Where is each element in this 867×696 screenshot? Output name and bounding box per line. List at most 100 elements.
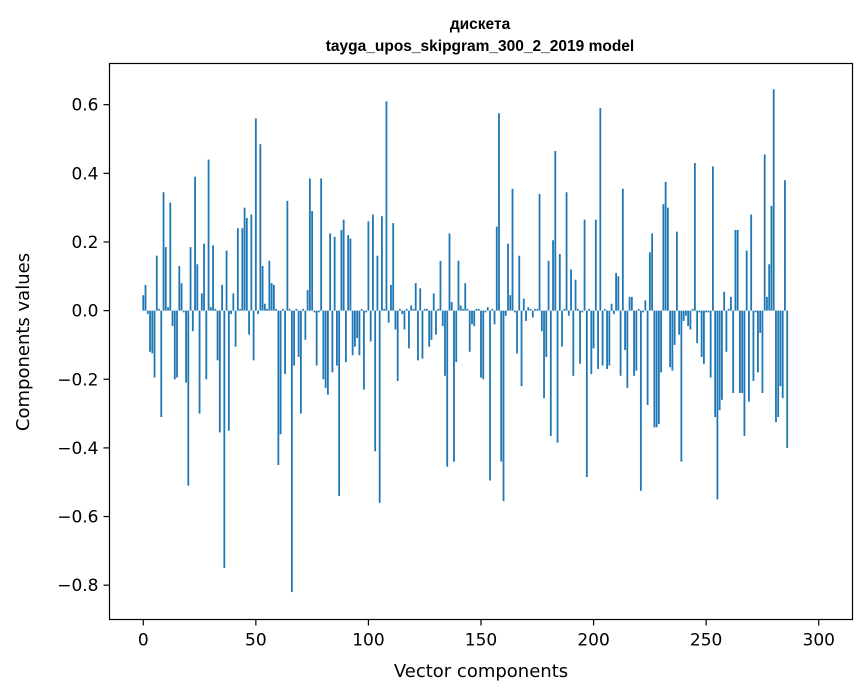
bar-279 bbox=[770, 205, 773, 311]
bar-71 bbox=[302, 308, 305, 311]
bar-115 bbox=[401, 310, 404, 315]
bar-201 bbox=[594, 219, 597, 311]
bar-15 bbox=[176, 310, 178, 378]
bar-185 bbox=[558, 253, 561, 311]
bar-70 bbox=[299, 310, 302, 414]
bar-63 bbox=[284, 310, 287, 375]
bar-35 bbox=[221, 284, 223, 311]
bar-133 bbox=[441, 310, 444, 327]
bar-99 bbox=[365, 310, 368, 313]
x-tick-label: 250 bbox=[690, 631, 722, 651]
bar-177 bbox=[540, 310, 543, 332]
bar-236 bbox=[673, 310, 676, 345]
bar-255 bbox=[716, 310, 719, 500]
bar-13 bbox=[171, 310, 174, 327]
bar-218 bbox=[633, 310, 635, 376]
bar-129 bbox=[432, 293, 435, 311]
bar-118 bbox=[408, 310, 410, 349]
bar-95 bbox=[356, 310, 359, 339]
bar-241 bbox=[684, 310, 687, 316]
bar-212 bbox=[619, 310, 622, 376]
bar-11 bbox=[167, 307, 169, 311]
bar-106 bbox=[381, 216, 383, 311]
x-tick-label: 200 bbox=[577, 631, 609, 651]
bar-123 bbox=[419, 288, 422, 311]
x-tick-label: 300 bbox=[803, 631, 835, 651]
bar-44 bbox=[241, 228, 244, 311]
bar-47 bbox=[248, 310, 250, 335]
bar-96 bbox=[358, 310, 361, 356]
bar-110 bbox=[390, 284, 392, 311]
bar-228 bbox=[655, 310, 658, 428]
chart-title: дискета bbox=[450, 16, 511, 33]
bar-198 bbox=[588, 308, 590, 311]
bar-58 bbox=[272, 284, 275, 311]
bar-72 bbox=[304, 310, 307, 340]
bar-112 bbox=[394, 310, 397, 330]
bar-4 bbox=[151, 310, 154, 354]
bar-266 bbox=[741, 310, 744, 393]
bar-152 bbox=[484, 310, 487, 313]
bar-41 bbox=[234, 310, 237, 347]
bar-181 bbox=[549, 310, 552, 436]
bar-145 bbox=[468, 310, 471, 352]
bar-61 bbox=[279, 310, 282, 435]
bar-90 bbox=[345, 310, 347, 363]
bar-278 bbox=[768, 264, 771, 311]
y-tick-label: 0.4 bbox=[71, 164, 98, 184]
bar-3 bbox=[149, 310, 151, 352]
bar-22 bbox=[191, 310, 194, 332]
bar-37 bbox=[225, 250, 228, 311]
bar-147 bbox=[473, 310, 476, 327]
bar-85 bbox=[333, 236, 336, 311]
bar-46 bbox=[245, 217, 248, 311]
bar-161 bbox=[504, 310, 507, 316]
bar-125 bbox=[423, 308, 426, 311]
bar-56 bbox=[268, 260, 271, 311]
bar-172 bbox=[529, 308, 532, 311]
bar-276 bbox=[763, 154, 766, 311]
bar-270 bbox=[750, 214, 753, 311]
bar-127 bbox=[428, 310, 431, 347]
bar-209 bbox=[612, 310, 615, 315]
bar-242 bbox=[687, 310, 690, 327]
bar-83 bbox=[329, 233, 332, 311]
plot-area-frame bbox=[108, 62, 854, 621]
bar-42 bbox=[236, 228, 239, 311]
y-tick-label: −0.8 bbox=[57, 576, 98, 596]
bar-16 bbox=[178, 265, 181, 311]
bar-97 bbox=[360, 308, 363, 311]
bar-51 bbox=[257, 310, 259, 315]
bar-14 bbox=[173, 310, 176, 380]
bar-280 bbox=[772, 89, 775, 311]
bar-223 bbox=[644, 300, 647, 311]
bar-273 bbox=[757, 310, 759, 373]
bar-178 bbox=[543, 310, 545, 399]
bar-130 bbox=[435, 310, 437, 335]
bar-84 bbox=[331, 310, 334, 373]
bar-197 bbox=[585, 310, 588, 478]
bar-6 bbox=[155, 255, 158, 311]
bar-275 bbox=[761, 310, 764, 393]
bar-164 bbox=[511, 188, 514, 311]
bar-101 bbox=[369, 310, 372, 342]
bar-24 bbox=[196, 264, 199, 311]
bar-142 bbox=[462, 308, 464, 311]
bar-190 bbox=[570, 269, 572, 311]
bar-57 bbox=[270, 283, 273, 311]
bar-253 bbox=[712, 166, 714, 311]
bar-156 bbox=[493, 310, 496, 325]
bar-192 bbox=[574, 279, 577, 311]
bar-126 bbox=[426, 308, 428, 311]
bar-21 bbox=[189, 247, 192, 311]
bar-214 bbox=[624, 310, 626, 351]
y-tick-label: 0.0 bbox=[71, 302, 98, 322]
bar-272 bbox=[754, 310, 757, 313]
bar-134 bbox=[444, 310, 446, 376]
bar-233 bbox=[666, 207, 669, 311]
bar-87 bbox=[338, 310, 341, 496]
bar-180 bbox=[547, 260, 550, 311]
bar-219 bbox=[635, 310, 638, 371]
bar-162 bbox=[507, 243, 509, 311]
